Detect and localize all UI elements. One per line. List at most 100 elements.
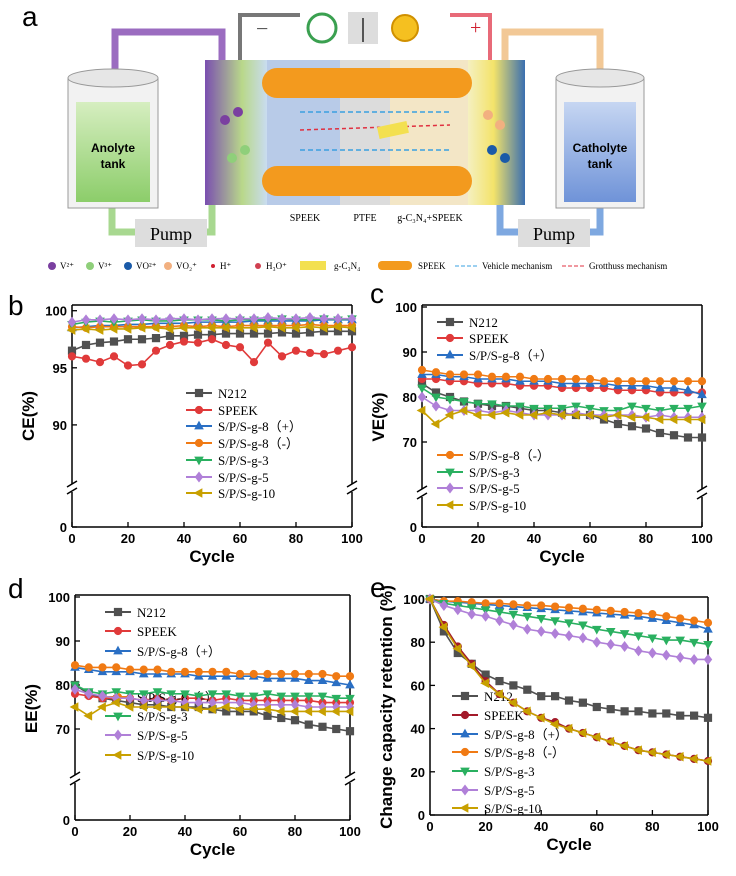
marker <box>207 313 217 325</box>
marker <box>235 692 245 702</box>
marker <box>612 410 622 420</box>
layer-label: g-C₃N₄+SPEEK <box>397 213 463 224</box>
marker <box>641 424 651 433</box>
marker <box>536 625 546 637</box>
marker <box>487 400 497 410</box>
marker <box>633 745 642 756</box>
legend-marker <box>378 261 412 270</box>
marker <box>83 710 93 721</box>
marker <box>151 334 161 343</box>
marker <box>641 377 651 386</box>
panel-label: e <box>370 572 386 603</box>
marker <box>97 702 106 712</box>
marker <box>445 395 455 405</box>
marker <box>234 704 244 715</box>
marker <box>347 343 357 352</box>
marker <box>262 321 272 332</box>
marker <box>165 702 175 712</box>
marker <box>669 404 679 414</box>
axis-break <box>696 492 708 500</box>
marker <box>662 709 671 718</box>
marker <box>207 704 216 715</box>
x-tick-label: 20 <box>478 819 492 834</box>
marker <box>466 604 477 613</box>
marker <box>633 632 644 642</box>
ion <box>500 153 510 163</box>
marker <box>345 679 355 689</box>
marker <box>66 325 76 335</box>
legend-marker <box>112 750 122 760</box>
y-tick-label: 0 <box>60 520 67 535</box>
marker <box>543 374 553 384</box>
marker <box>193 330 203 339</box>
marker <box>564 696 574 705</box>
marker <box>221 340 231 350</box>
axis-break <box>69 771 81 779</box>
marker <box>703 618 713 627</box>
marker <box>207 335 217 344</box>
marker <box>276 692 287 702</box>
marker <box>249 313 259 325</box>
tank <box>555 68 645 88</box>
marker <box>495 599 504 608</box>
marker <box>523 685 532 694</box>
marker <box>627 422 637 431</box>
marker <box>179 313 189 325</box>
legend-marker <box>194 456 204 466</box>
pipe <box>111 28 226 72</box>
marker <box>249 357 259 367</box>
marker <box>501 372 511 381</box>
marker <box>333 313 343 325</box>
marker <box>319 313 329 325</box>
y-tick-label: 0 <box>410 520 417 535</box>
y-tick-label: 100 <box>45 304 67 319</box>
legend-label: H₃O⁺ <box>266 261 287 271</box>
x-axis-label: Cycle <box>539 547 584 566</box>
legend-marker <box>164 262 172 270</box>
marker <box>109 337 119 346</box>
marker <box>689 638 699 648</box>
marker <box>660 749 670 760</box>
marker <box>584 410 594 420</box>
marker <box>703 640 713 650</box>
legend-label: VO₂⁺ <box>176 261 197 271</box>
marker <box>111 688 122 697</box>
legend-label: VO²⁺ <box>136 261 157 271</box>
pump-label: Pump <box>150 224 192 244</box>
marker <box>599 377 609 386</box>
y-tick-label: 90 <box>403 345 417 360</box>
marker <box>578 604 588 613</box>
marker <box>67 352 77 361</box>
x-tick-label: 20 <box>121 531 135 546</box>
marker <box>305 348 315 358</box>
marker <box>647 634 658 644</box>
chart: e 0 20 40 60 80 100 0 20 40 60 80 100 Cycle Change cap… <box>370 572 719 854</box>
ion <box>227 153 237 163</box>
marker <box>689 653 699 665</box>
ion <box>220 115 230 125</box>
legend-label: SPEEK <box>137 624 177 639</box>
marker <box>620 607 629 617</box>
marker <box>424 594 434 604</box>
marker <box>263 711 272 720</box>
legend-marker <box>445 482 455 494</box>
marker <box>291 313 301 325</box>
marker <box>70 683 80 695</box>
y-tick-label: 20 <box>411 765 425 780</box>
marker <box>619 630 630 639</box>
x-tick-label: 0 <box>68 531 75 546</box>
marker <box>682 414 692 425</box>
marker <box>444 410 454 420</box>
marker <box>109 352 119 361</box>
y-tick-label: 100 <box>395 300 417 315</box>
marker <box>509 619 518 631</box>
marker <box>290 716 300 725</box>
legend-label: V²⁺ <box>60 261 74 271</box>
marker <box>417 391 427 403</box>
marker <box>683 384 693 394</box>
marker <box>674 751 684 762</box>
marker <box>70 661 80 670</box>
marker <box>648 610 657 619</box>
marker <box>537 692 546 701</box>
legend-marker <box>445 333 455 343</box>
